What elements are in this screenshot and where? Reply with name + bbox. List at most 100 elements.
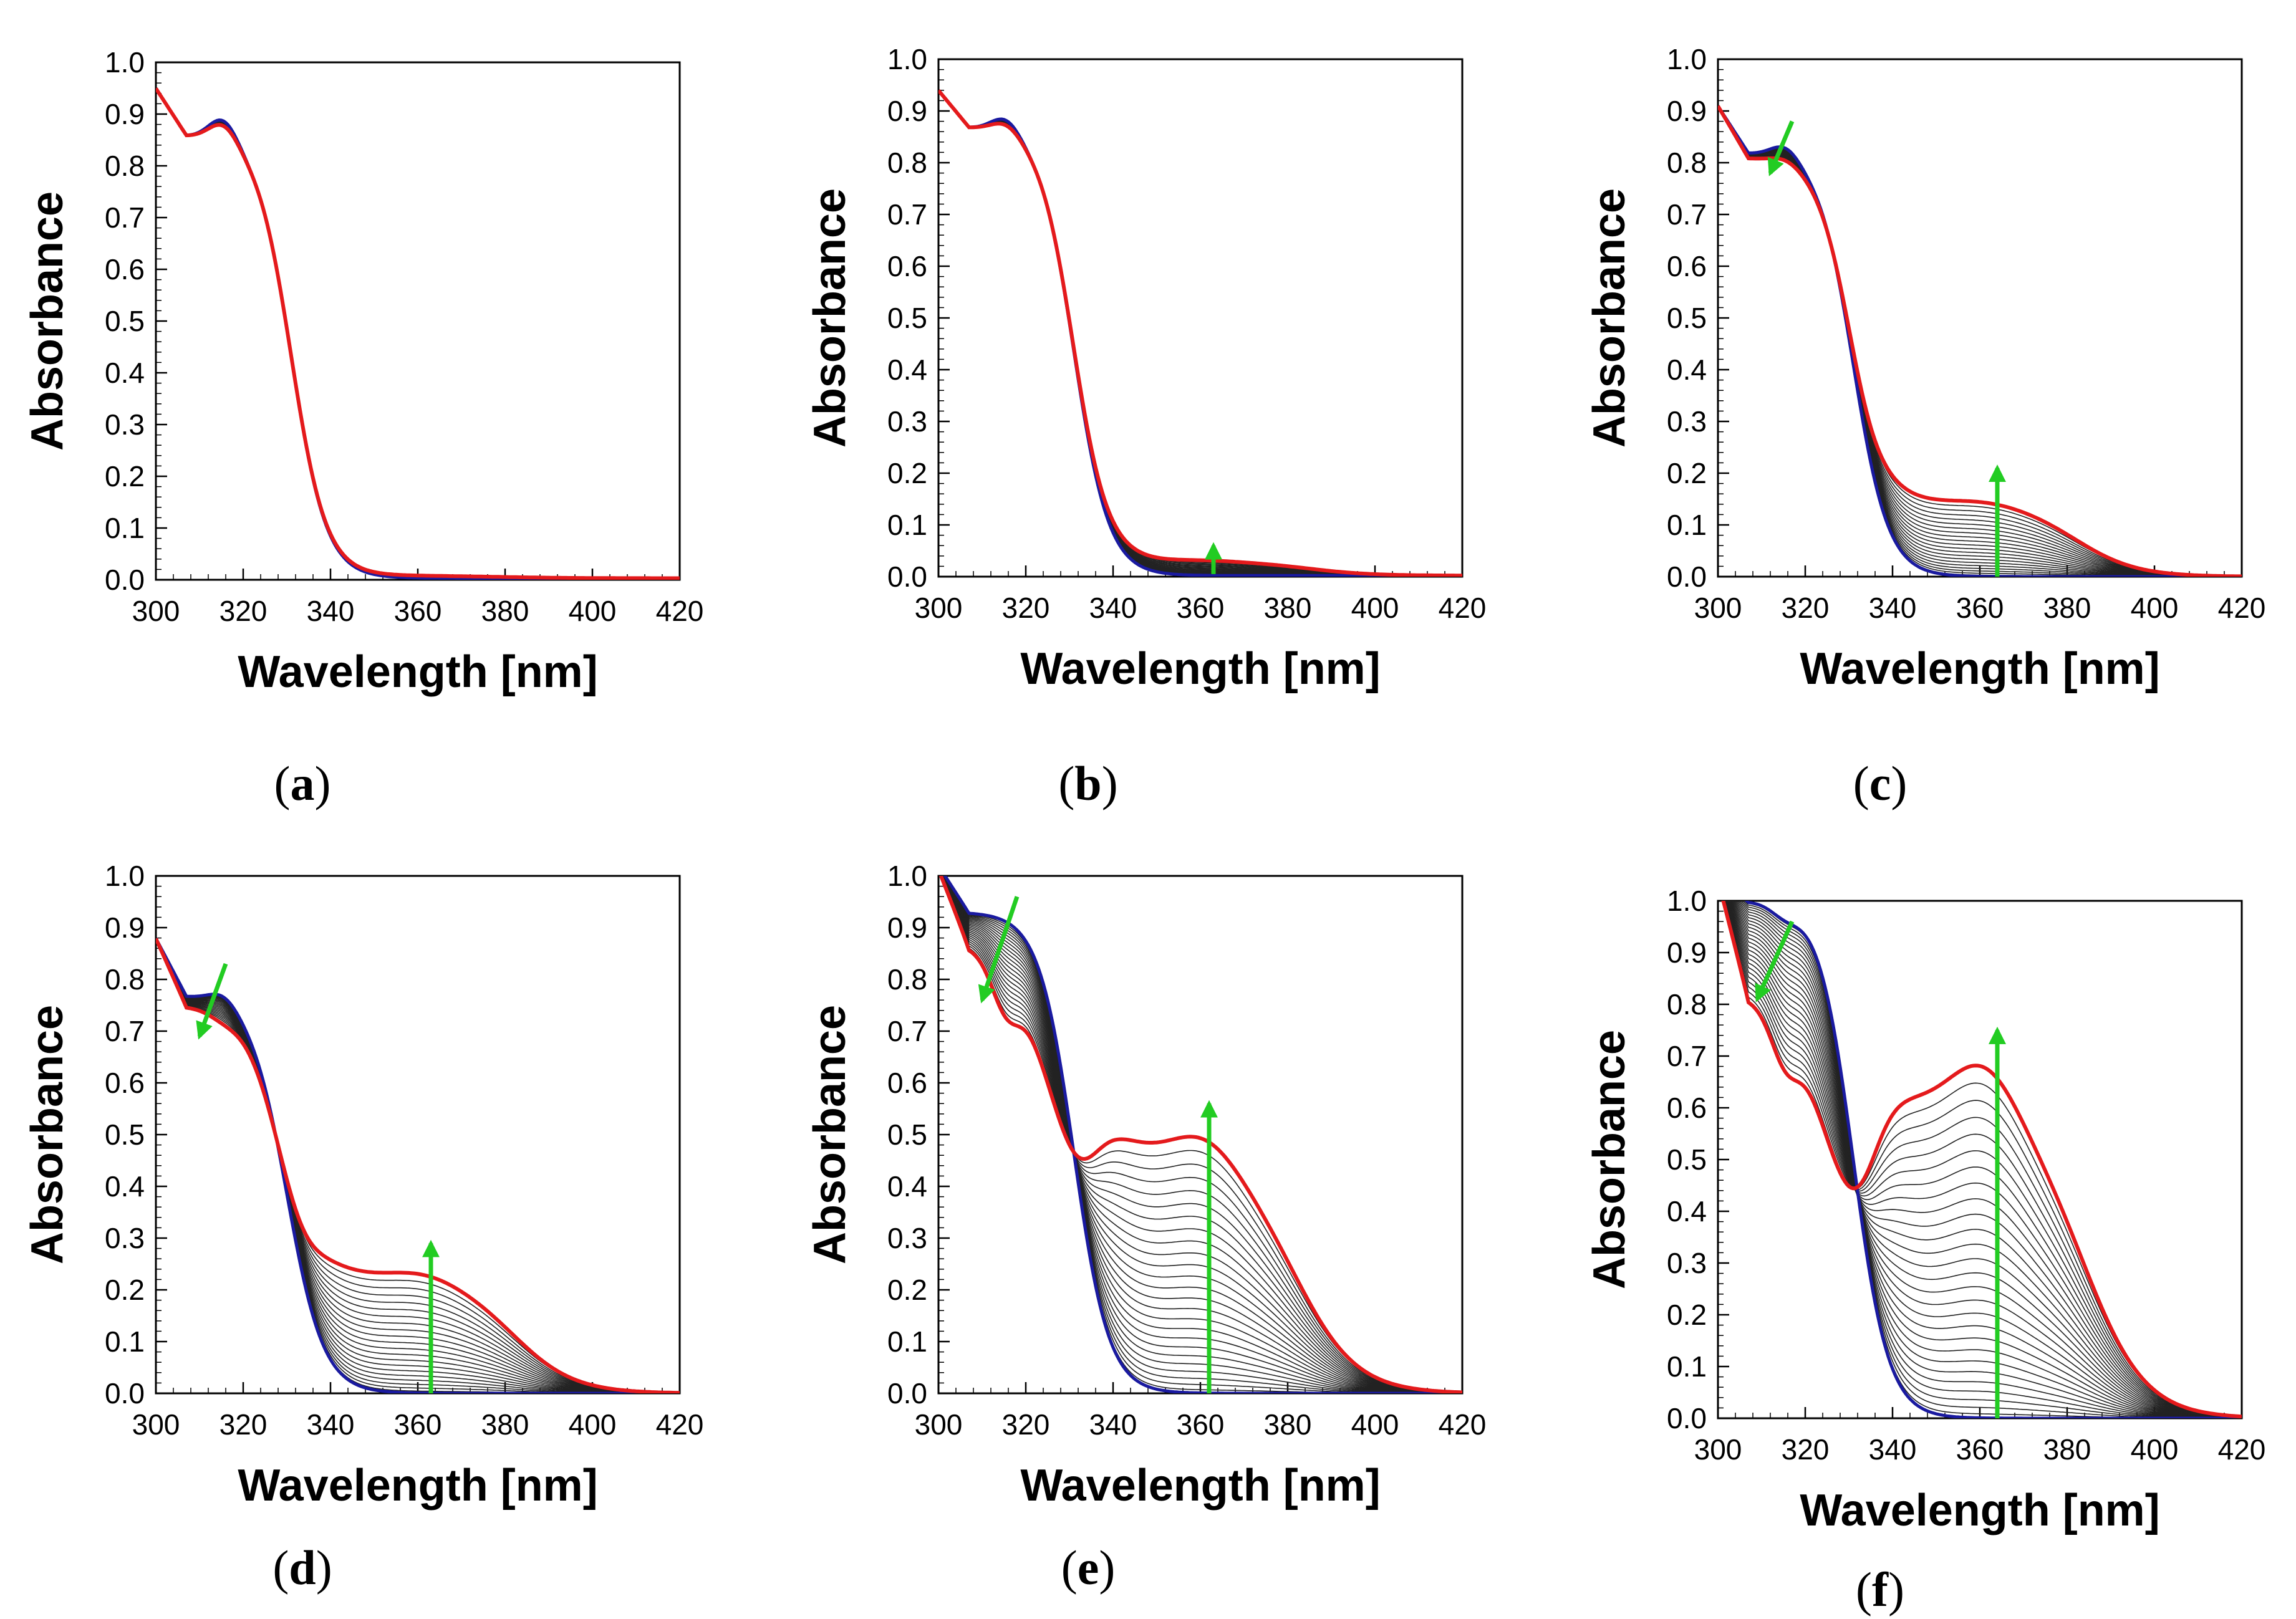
spectrum-line [938,90,1462,577]
y-tick-label: 0.6 [887,250,927,282]
y-tick-label: 0.8 [887,963,927,996]
spectrum-line [941,876,1462,1393]
y-tick-label: 0.1 [105,512,145,544]
y-tick-label: 0.0 [1667,1402,1707,1434]
panel-label-a: (a) [274,756,331,810]
x-tick-label: 420 [2218,1433,2266,1466]
spectrum-line [156,88,680,579]
y-tick-label: 0.2 [887,457,927,489]
plot-frame [155,875,681,1395]
spectra-group [1718,105,2242,577]
y-tick-label: 0.9 [887,95,927,127]
y-tick-label: 0.5 [1667,1143,1707,1176]
spectrum-initial [1718,105,2242,577]
x-tick-label: 360 [394,595,442,627]
spectrum-line [943,876,1462,1393]
spectrum-line [1718,105,2242,577]
x-tick-label: 380 [2043,592,2091,624]
spectrum-initial [156,938,680,1393]
spectrum-initial [156,87,680,580]
spectrum-line [1718,105,2242,577]
trend-arrow [196,963,228,1040]
panel-label-e: (e) [1061,1540,1116,1595]
spectrum-line [1718,105,2242,577]
spectrum-line [1732,901,2242,1418]
x-tick-label: 400 [2131,592,2179,624]
y-axis-title: Absorbance [805,1005,855,1264]
spectrum-line [156,88,680,579]
spectrum-line [943,876,1462,1393]
spectrum-line [938,90,1462,577]
spectrum-line [944,876,1462,1393]
spectrum-line [1718,105,2242,577]
y-tick-label: 0.7 [1667,1040,1707,1072]
chart-b: 0.0 0.1 0.2 0.3 0.4 0.5 0.6 0.7 0.8 0.9 1.0 300 320 3… [805,43,1486,694]
spectrum-line [1724,901,2242,1418]
spectrum-line [938,90,1462,577]
spectrum-line [156,88,680,579]
y-tick-label: 0.7 [887,1015,927,1047]
y-tick-label: 0.4 [105,357,145,389]
spectrum-line [940,876,1462,1393]
spectrum-line [1718,105,2242,577]
spectrum-line [943,876,1462,1393]
spectrum-line [938,90,1462,577]
y-tick-label: 0.6 [887,1067,927,1099]
spectrum-line [1718,105,2242,577]
spectrum-line [938,90,1462,576]
spectrum-line [1718,105,2242,577]
spectrum-line [943,876,1462,1393]
spectrum-line [1736,901,2242,1418]
spectrum-final [938,89,1462,577]
x-tick-label: 300 [915,592,963,624]
spectrum-line [944,876,1462,1393]
spectrum-line [156,88,680,579]
spectrum-line [1729,901,2242,1418]
spectrum-line [1740,901,2242,1418]
spectrum-line [942,876,1462,1393]
spectrum-line [1728,901,2242,1418]
panel-label-b: (b) [1058,756,1118,810]
spectrum-line [943,876,1462,1393]
y-tick-label: 0.6 [1667,1092,1707,1124]
x-tick-label: 320 [1002,592,1050,624]
spectrum-line [1723,901,2242,1418]
y-tick-label: 0.2 [1667,457,1707,489]
spectrum-line [938,90,1462,576]
x-axis-title: Wavelength [nm] [1800,644,2159,694]
spectrum-line [938,90,1462,577]
spectrum-initial [943,876,1462,1393]
y-tick-label: 0.3 [1667,405,1707,438]
spectrum-line [1726,901,2242,1418]
y-tick-label: 0.1 [105,1325,145,1358]
x-tick-label: 340 [1089,1408,1137,1441]
panel-label-d: (d) [273,1540,332,1595]
x-tick-label: 380 [1264,1408,1312,1441]
y-tick-label: 1.0 [887,860,927,892]
spectrum-line [1718,105,2242,577]
x-tick-label: 320 [219,595,268,627]
spectrum-line [1723,901,2242,1418]
trend-arrow [1755,920,1795,1002]
spectrum-line [938,90,1462,577]
x-tick-label: 340 [1089,592,1137,624]
x-axis-title: Wavelength [nm] [238,647,597,697]
chart-d: 0.0 0.1 0.2 0.3 0.4 0.5 0.6 0.7 0.8 0.9 1.0 300 320 3… [22,860,703,1511]
x-tick-label: 400 [1351,592,1399,624]
x-tick-label: 340 [1869,592,1917,624]
spectrum-line [941,876,1462,1393]
spectrum-line [1718,105,2242,577]
y-tick-label: 1.0 [1667,43,1707,75]
x-tick-label: 360 [1177,592,1225,624]
x-axis-title: Wavelength [nm] [1800,1486,2159,1535]
y-tick-label: 0.3 [887,405,927,438]
spectrum-line [942,876,1462,1393]
spectrum-line [156,88,680,579]
spectrum-final [156,938,680,1393]
spectrum-line [156,88,680,579]
x-tick-label: 300 [1694,1433,1742,1466]
spectra-group [156,87,680,580]
trend-arrow [978,896,1020,1004]
y-tick-label: 0.6 [1667,250,1707,282]
y-tick-label: 0.5 [887,1118,927,1151]
